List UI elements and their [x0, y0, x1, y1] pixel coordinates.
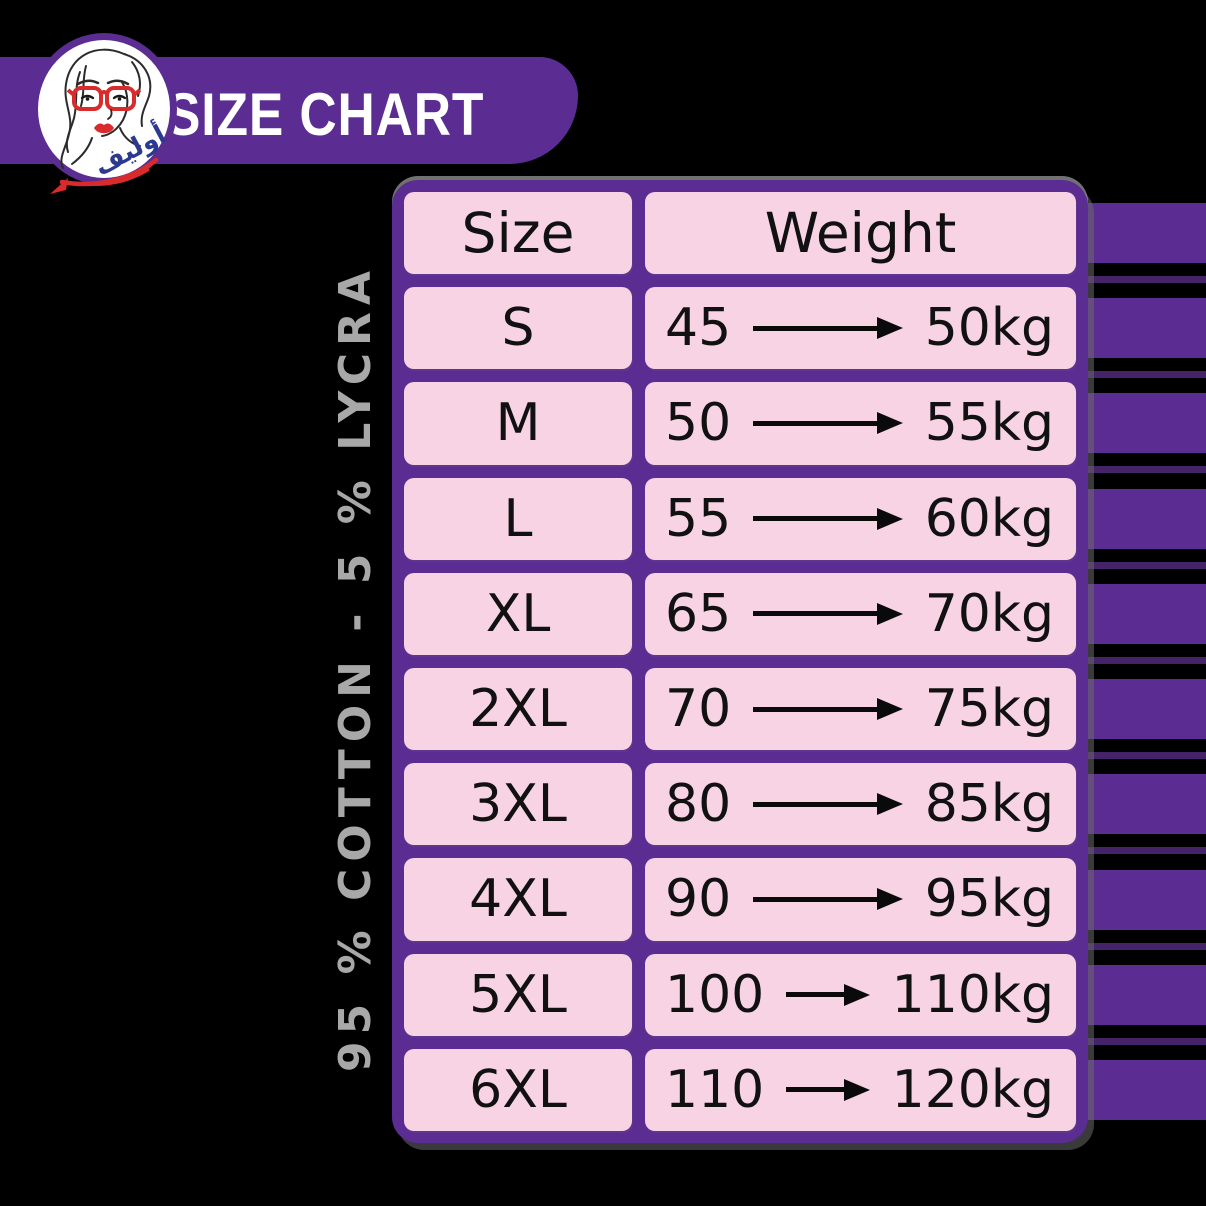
row-divider-line — [1080, 276, 1206, 283]
side-tab — [1080, 584, 1206, 644]
weight-cell: 110 120kg — [645, 1048, 1076, 1131]
weight-cell: 90 95kg — [645, 858, 1076, 941]
right-arrow-icon — [786, 1078, 870, 1101]
size-cell: 5XL — [404, 953, 632, 1036]
row-divider-line — [1080, 466, 1206, 473]
size-cell: 6XL — [404, 1048, 632, 1131]
right-arrow-icon — [753, 317, 903, 340]
side-tab — [1080, 298, 1206, 358]
size-header-label: Size — [461, 200, 575, 265]
woman-face-logo-icon: أوليف — [50, 48, 171, 194]
weight-cell: 50 55kg — [645, 382, 1076, 465]
right-arrow-icon — [753, 793, 903, 816]
size-cell: L — [404, 477, 632, 560]
row-divider-line — [1080, 371, 1206, 378]
side-tab — [1080, 393, 1206, 453]
side-tab — [1080, 1060, 1206, 1120]
page-title: SIZE CHART — [166, 81, 485, 148]
side-tab — [1080, 203, 1206, 263]
side-tab — [1080, 679, 1206, 739]
right-arrow-icon — [753, 888, 903, 911]
right-arrow-icon — [786, 983, 870, 1006]
brand-logo: أوليف — [31, 33, 177, 194]
size-cell: S — [404, 287, 632, 370]
size-cell: M — [404, 382, 632, 465]
weight-cell: 80 85kg — [645, 763, 1076, 846]
size-cell: 2XL — [404, 667, 632, 751]
right-arrow-icon — [753, 507, 903, 530]
weight-cell: 70 75kg — [645, 667, 1076, 751]
row-divider-line — [1080, 752, 1206, 759]
size-cell: 3XL — [404, 763, 632, 846]
right-arrow-icon — [753, 698, 903, 721]
row-divider-line — [1080, 562, 1206, 569]
column-header-weight: Weight — [645, 192, 1076, 275]
weight-cell: 100 110kg — [645, 953, 1076, 1036]
size-cell: 4XL — [404, 858, 632, 941]
weight-header-label: Weight — [764, 200, 957, 265]
weight-cell: 55 60kg — [645, 477, 1076, 560]
weight-cell: 65 70kg — [645, 572, 1076, 655]
fabric-composition-note: 95 % COTTON - 5 % LYCRA — [329, 264, 381, 1072]
size-chart-table: Size Weight S 45 50kg M 50 55kg L 55 60k… — [392, 180, 1088, 1143]
side-tab — [1080, 489, 1206, 549]
row-divider-line — [1080, 943, 1206, 950]
weight-cell: 45 50kg — [645, 287, 1076, 370]
size-cell: XL — [404, 572, 632, 655]
side-tab — [1080, 965, 1206, 1025]
row-divider-line — [1080, 847, 1206, 854]
side-tab — [1080, 774, 1206, 834]
column-header-size: Size — [404, 192, 632, 275]
side-tab — [1080, 870, 1206, 930]
right-arrow-icon — [753, 412, 903, 435]
right-arrow-icon — [753, 602, 903, 625]
row-divider-line — [1080, 657, 1206, 664]
row-divider-line — [1080, 1038, 1206, 1045]
